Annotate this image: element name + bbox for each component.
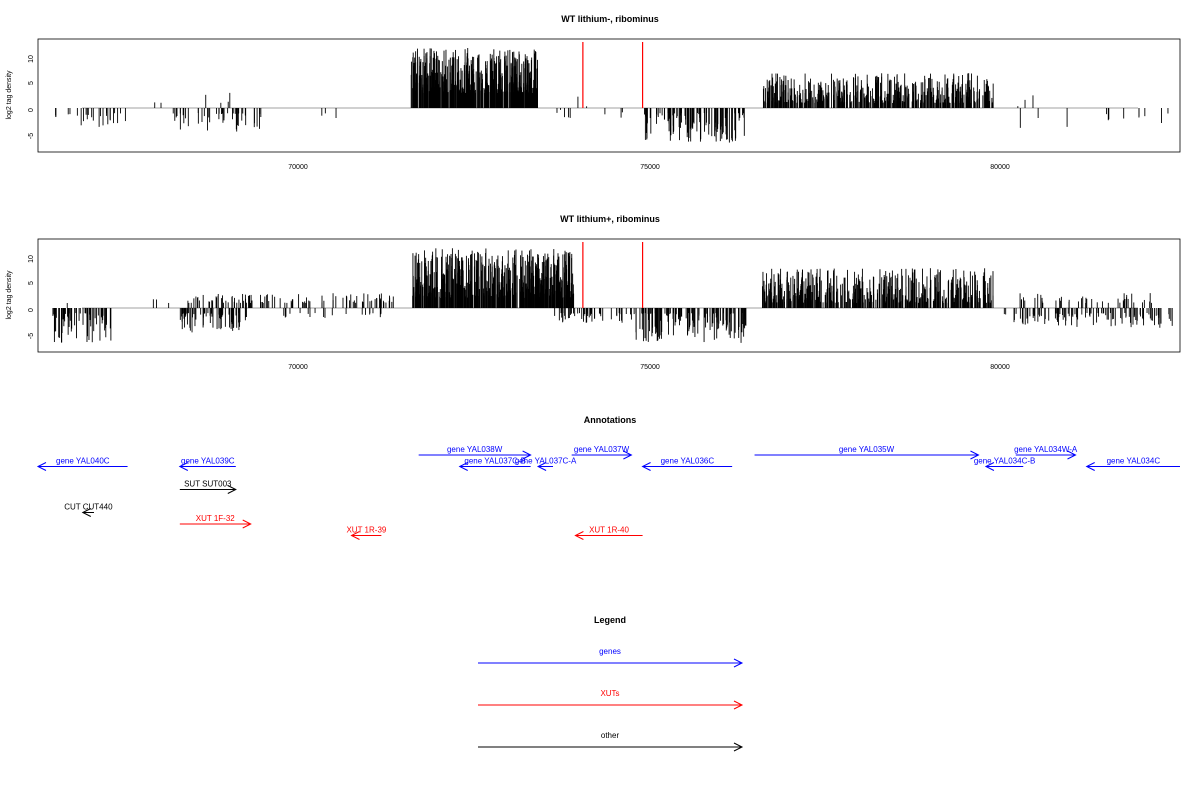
legend-label: XUTs	[600, 689, 619, 698]
feature-arrow-head	[984, 462, 995, 471]
plot-frame	[37, 238, 1181, 353]
feature-label: gene YAL034W-A	[1014, 445, 1078, 454]
y-tick-label: 10	[28, 255, 35, 263]
y-tick-label: 0	[28, 108, 35, 112]
feature-label: gene YAL034C	[1107, 457, 1161, 466]
feature-gene: gene YAL037C-B	[458, 457, 531, 471]
x-axis-ticks: 70000 75000 80000	[288, 164, 1010, 171]
legend-items: genes XUTs other	[478, 647, 744, 752]
feature-arrow-head	[623, 450, 633, 460]
feature-gene: gene YAL034W-A	[1014, 445, 1078, 460]
y-axis-ticks: 10 5 0 -5	[28, 255, 35, 339]
legend-label: genes	[599, 647, 621, 656]
feature-label: XUT 1R-39	[346, 526, 386, 535]
x-tick-label: 80000	[990, 364, 1010, 371]
coverage-bars	[52, 242, 1173, 343]
feature-xut: XUT 1R-40	[574, 526, 643, 540]
feature-arrow-head	[458, 462, 468, 471]
legend-arrow-head	[733, 658, 744, 668]
legend-item-xut: XUTs	[478, 689, 744, 710]
feature-arrow-head	[1085, 462, 1095, 471]
feature-xut: XUT 1R-39	[346, 526, 387, 540]
x-tick-label: 75000	[640, 164, 660, 171]
feature-arrow-head	[641, 462, 651, 471]
feature-label: gene YAL035W	[839, 445, 895, 454]
y-axis-ticks: 10 5 0 -5	[28, 55, 35, 139]
feature-arrow-head	[522, 450, 532, 460]
feature-gene: gene YAL036C	[641, 457, 733, 471]
feature-xut: XUT 1F-32	[179, 514, 252, 529]
legend-title: Legend	[594, 615, 626, 625]
feature-label: gene YAL036C	[661, 457, 715, 466]
coverage-panel-lithium-minus: WT lithium-, ribominus log2 tag density …	[6, 14, 1181, 171]
feature-other: SUT SUT003	[179, 480, 237, 494]
feature-label: CUT CUT440	[64, 503, 113, 512]
feature-arrow-head	[350, 531, 360, 540]
x-tick-label: 70000	[288, 164, 308, 171]
feature-gene: gene YAL040C	[36, 457, 128, 471]
legend-arrow-head	[733, 700, 744, 710]
legend-label: other	[601, 731, 620, 740]
feature-gene: gene YAL038W	[418, 445, 532, 460]
annotations-track: Annotations gene YAL040C gene YAL039Cgene…	[36, 415, 1180, 540]
legend-item-gene: genes	[478, 647, 744, 668]
plot-frame	[37, 38, 1181, 153]
feature-label: gene YAL038W	[447, 445, 503, 454]
feature-label: XUT 1R-40	[589, 526, 629, 535]
panel-title: WT lithium+, ribominus	[560, 214, 660, 224]
y-tick-label: 5	[28, 281, 35, 285]
feature-other: CUT CUT440	[64, 503, 113, 517]
x-tick-label: 80000	[990, 164, 1010, 171]
x-tick-label: 70000	[288, 364, 308, 371]
y-axis-label: log2 tag density	[6, 70, 13, 120]
feature-arrow-head	[36, 462, 47, 471]
feature-arrow-head	[1067, 450, 1077, 460]
y-tick-label: 10	[28, 55, 35, 63]
feature-arrow-head	[574, 531, 584, 540]
legend: Legend genes XUTs other	[478, 615, 744, 752]
x-tick-label: 75000	[640, 364, 660, 371]
feature-label: XUT 1F-32	[196, 514, 236, 523]
annotations-title: Annotations	[584, 415, 637, 425]
feature-gene: gene YAL037C-A	[515, 457, 577, 471]
feature-label: gene YAL037W	[574, 445, 630, 454]
y-tick-label: -5	[28, 133, 35, 139]
feature-label: gene YAL037C-A	[515, 457, 577, 466]
feature-gene: gene YAL035W	[754, 445, 980, 460]
feature-arrow-head	[970, 450, 980, 460]
feature-label: gene YAL040C	[56, 457, 110, 466]
coverage-panel-lithium-plus: WT lithium+, ribominus log2 tag density …	[6, 214, 1181, 371]
y-axis-label: log2 tag density	[6, 270, 13, 320]
feature-gene: gene YAL034C	[1085, 457, 1180, 471]
legend-arrow-head	[733, 742, 744, 752]
feature-label: gene YAL037C-B	[464, 457, 526, 466]
panel-title: WT lithium-, ribominus	[561, 14, 659, 24]
feature-list: gene YAL040C gene YAL039C gene YAL038W gene…	[36, 445, 1180, 540]
y-tick-label: 5	[28, 81, 35, 85]
coverage-bars	[55, 42, 1169, 143]
y-tick-label: 0	[28, 308, 35, 312]
feature-arrow-head	[227, 485, 237, 494]
x-axis-ticks: 70000 75000 80000	[288, 364, 1010, 371]
feature-label: gene YAL034C-B	[974, 457, 1036, 466]
feature-arrow-head	[81, 508, 92, 517]
y-tick-label: -5	[28, 333, 35, 339]
feature-label: gene YAL039C	[181, 457, 235, 466]
feature-gene: gene YAL034C-B	[974, 457, 1036, 471]
feature-label: SUT SUT003	[184, 480, 232, 489]
feature-arrow-head	[178, 462, 189, 471]
feature-arrow-head	[242, 519, 252, 529]
legend-item-other: other	[478, 731, 744, 752]
feature-gene: gene YAL039C	[178, 457, 236, 471]
feature-arrow-head	[536, 462, 547, 471]
feature-gene: gene YAL037W	[571, 445, 633, 460]
